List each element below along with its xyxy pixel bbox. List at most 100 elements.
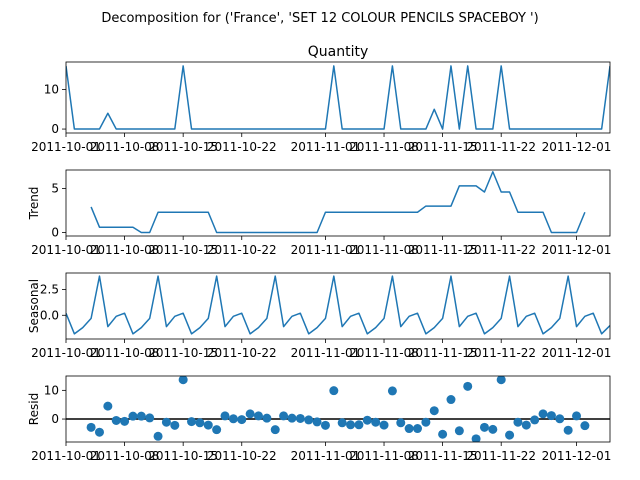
resid-point bbox=[446, 395, 456, 405]
y-tick-label: 5 bbox=[51, 181, 59, 195]
resid-point bbox=[479, 422, 489, 432]
x-tick-label: 2011-10-15 bbox=[148, 243, 218, 257]
x-tick-label: 2011-11-15 bbox=[408, 346, 478, 360]
y-tick-label: 0.0 bbox=[40, 308, 59, 322]
x-tick-label: 2011-11-08 bbox=[349, 449, 419, 463]
x-tick-label: 2011-10-15 bbox=[148, 346, 218, 360]
x-tick-label: 2011-11-22 bbox=[466, 449, 536, 463]
resid-point bbox=[496, 376, 506, 385]
x-tick-label: 2011-10-15 bbox=[148, 449, 218, 463]
x-tick-label: 2011-11-01 bbox=[291, 140, 361, 154]
resid-point bbox=[521, 420, 531, 430]
y-tick-label: 10 bbox=[44, 383, 59, 397]
resid-point bbox=[111, 415, 121, 425]
resid-point bbox=[228, 414, 238, 424]
resid-point bbox=[295, 413, 305, 423]
x-tick-label: 2011-10-22 bbox=[207, 346, 277, 360]
resid-point bbox=[488, 424, 498, 434]
resid-point bbox=[563, 425, 573, 435]
plot-area bbox=[66, 65, 610, 130]
x-tick-label: 2011-12-01 bbox=[542, 346, 612, 360]
resid-point bbox=[421, 417, 431, 427]
resid-point bbox=[329, 386, 339, 396]
plot-area bbox=[66, 376, 610, 442]
resid-point bbox=[94, 427, 104, 437]
x-tick-label: 2011-11-08 bbox=[349, 140, 419, 154]
axes-frame bbox=[65, 169, 611, 237]
series-line-seasonal bbox=[66, 275, 610, 335]
resid-point bbox=[86, 422, 96, 432]
resid-point bbox=[312, 417, 322, 427]
resid-point bbox=[538, 409, 548, 419]
series-line-observed bbox=[66, 65, 610, 130]
resid-point bbox=[170, 420, 180, 430]
x-tick-label: 2011-11-22 bbox=[466, 346, 536, 360]
resid-point bbox=[178, 376, 188, 385]
resid-point bbox=[513, 417, 523, 427]
x-tick-label: 2011-11-01 bbox=[291, 449, 361, 463]
resid-point bbox=[471, 434, 481, 442]
y-tick-label: 0 bbox=[51, 122, 59, 136]
x-tick-label: 2011-10-22 bbox=[207, 243, 277, 257]
figure-suptitle: Decomposition for ('France', 'SET 12 COL… bbox=[101, 11, 538, 26]
resid-point bbox=[153, 431, 163, 441]
y-axis-label: Trend bbox=[27, 187, 41, 221]
resid-point bbox=[346, 420, 356, 430]
resid-point bbox=[379, 420, 389, 430]
x-tick-label: 2011-11-01 bbox=[291, 346, 361, 360]
y-axis-label: Resid bbox=[27, 393, 41, 425]
x-tick-label: 2011-10-22 bbox=[207, 449, 277, 463]
resid-point bbox=[120, 416, 130, 426]
resid-point bbox=[429, 406, 439, 416]
x-tick-label: 2011-10-08 bbox=[90, 346, 160, 360]
x-tick-label: 2011-10-08 bbox=[90, 243, 160, 257]
resid-point bbox=[546, 411, 556, 421]
resid-point bbox=[145, 413, 155, 423]
resid-point bbox=[161, 417, 171, 427]
panel-seasonal: Seasonal0.02.52011-10-012011-10-082011-1… bbox=[27, 272, 612, 360]
x-tick-label: 2011-10-08 bbox=[90, 449, 160, 463]
resid-point bbox=[320, 420, 330, 430]
x-tick-label: 2011-11-15 bbox=[408, 243, 478, 257]
resid-point bbox=[413, 424, 423, 434]
resid-point bbox=[245, 409, 255, 419]
resid-point bbox=[572, 411, 582, 421]
y-tick-label: 2.5 bbox=[40, 283, 59, 297]
panel-resid: Resid 0102011-10-012011-10-082011-10-1520… bbox=[27, 375, 611, 463]
panel-trend: Trend052011-10-012011-10-082011-10-15201… bbox=[27, 169, 612, 257]
resid-point bbox=[337, 418, 347, 428]
plot-area bbox=[66, 275, 610, 335]
panel-title: Quantity bbox=[308, 44, 369, 60]
resid-point bbox=[555, 414, 565, 424]
y-tick-label: 0 bbox=[51, 412, 59, 426]
x-tick-label: 2011-12-01 bbox=[542, 243, 612, 257]
resid-point bbox=[237, 415, 247, 425]
resid-point bbox=[212, 425, 222, 435]
resid-point bbox=[287, 413, 297, 423]
y-axis-label: Seasonal bbox=[27, 279, 41, 333]
panels-group: Quantity0102011-10-012011-10-082011-10-1… bbox=[27, 44, 611, 463]
resid-point bbox=[270, 425, 280, 435]
panel-observed: Quantity 0 10 2011-10-012011-10-082011-10-1… bbox=[31, 44, 611, 154]
resid-point bbox=[580, 421, 590, 431]
x-tick-label: 2011-12-01 bbox=[542, 140, 612, 154]
resid-point bbox=[253, 411, 263, 421]
resid-point bbox=[136, 411, 146, 421]
plot-area bbox=[90, 171, 586, 234]
resid-point bbox=[404, 424, 414, 434]
resid-point bbox=[195, 418, 205, 428]
x-tick-label: 2011-11-08 bbox=[349, 243, 419, 257]
x-tick-label: 2011-11-01 bbox=[291, 243, 361, 257]
x-tick-label: 2011-11-15 bbox=[408, 449, 478, 463]
x-tick-label: 2011-10-15 bbox=[148, 140, 218, 154]
resid-point bbox=[530, 415, 540, 425]
resid-point bbox=[203, 420, 213, 430]
resid-point bbox=[438, 429, 448, 439]
resid-point bbox=[362, 415, 372, 425]
resid-point bbox=[387, 386, 397, 396]
axes-frame bbox=[65, 375, 611, 443]
series-line-trend bbox=[90, 171, 586, 234]
resid-point bbox=[505, 430, 515, 440]
x-tick-label: 2011-10-01 bbox=[31, 346, 101, 360]
resid-point bbox=[220, 411, 230, 421]
